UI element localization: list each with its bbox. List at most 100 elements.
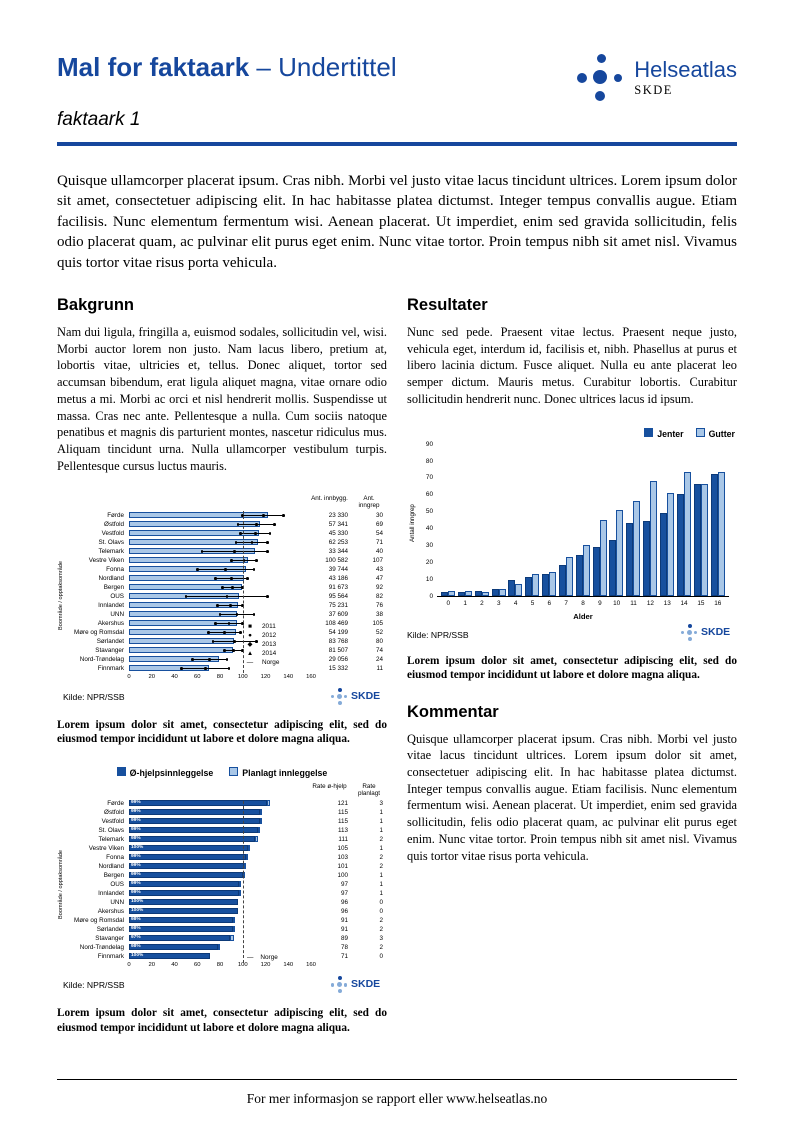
- chart-row: Stavanger 97% 89 3: [57, 934, 387, 943]
- region-label: Innlandet: [98, 602, 124, 610]
- year-marker: [266, 541, 270, 544]
- gutter-bar: [666, 492, 674, 596]
- region-label: OUS: [110, 593, 124, 601]
- heading-bakgrunn: Bakgrunn: [57, 295, 135, 314]
- source-row: Kilde: NPR/SSB SKDE: [57, 688, 387, 706]
- ohjelp-bar: [129, 953, 210, 959]
- kommentar-text: Quisque ullamcorper placerat ipsum. Cras…: [407, 731, 737, 863]
- year-marker: [203, 667, 207, 670]
- x-tick-label: 5: [530, 599, 535, 607]
- value-rate-planlagt: 2: [379, 836, 383, 844]
- value-inngrep: 52: [375, 629, 383, 637]
- region-label: Akershus: [97, 620, 124, 628]
- chart-row: Møre og Romsdal 54 199 52: [57, 628, 387, 637]
- year-marker: [233, 640, 237, 643]
- y-tick-label: 40: [425, 525, 433, 533]
- heading-resultater: Resultater: [407, 295, 488, 314]
- year-marker: [268, 532, 272, 535]
- region-label: Stavanger: [95, 935, 124, 943]
- y-tick-label: 30: [425, 541, 433, 549]
- year-marker: [191, 658, 194, 661]
- page-header: Mal for faktaark – Undertittel Helseatla…: [57, 52, 737, 146]
- ohjelp-bar: [129, 854, 247, 860]
- value-inngrep: 71: [375, 539, 383, 547]
- year-marker: [225, 658, 229, 661]
- region-label: Førde: [107, 512, 124, 520]
- norge-label: Norge: [260, 953, 278, 961]
- jenter-bar: [457, 592, 465, 596]
- bar-group: [626, 501, 641, 596]
- value-innbygg: 100 582: [325, 557, 348, 565]
- region-label: Finnmark: [97, 953, 124, 961]
- y-tick-label: 60: [425, 491, 433, 499]
- x-tick-label: 100: [237, 674, 248, 681]
- skde-logo-icon: SKDE: [329, 688, 387, 706]
- jenter-bar: [542, 573, 550, 596]
- legend-item: ◆ 2013: [245, 640, 279, 649]
- bar-group: [676, 472, 692, 596]
- year-marker: [200, 550, 204, 553]
- region-label: Sørlandet: [96, 638, 124, 646]
- value-rate-ohjelp: 121: [337, 800, 348, 808]
- jenter-bar: [592, 546, 600, 596]
- planlagt-bar: [217, 944, 220, 950]
- x-tick-label: 160: [306, 674, 316, 681]
- planlagt-bar: [230, 935, 234, 941]
- year-marker: [231, 586, 234, 589]
- y-tick-label: 20: [425, 558, 433, 566]
- chart-row: St. Olavs 62 253 71: [57, 538, 387, 547]
- chart-row: Østfold 57 341 69: [57, 520, 387, 529]
- value-rate-ohjelp: 97: [340, 890, 348, 898]
- chart-row: Bergen 91 673 92: [57, 583, 387, 592]
- legend-label: Gutter: [708, 428, 735, 439]
- legend-item: Ø-hjelpsinnleggelse: [116, 766, 213, 778]
- legend-marker-icon: ◆: [247, 641, 253, 649]
- bar-percent-label: 98%: [131, 925, 141, 931]
- value-rate-planlagt: 0: [379, 953, 383, 961]
- jenter-bar: [575, 555, 583, 596]
- rate-chart: Ant. innbygg. Ant. inngrep Førde 23 330 30 Øs…: [57, 495, 387, 706]
- chart-row: Fonna 39 744 43: [57, 565, 387, 574]
- year-marker: [214, 622, 217, 625]
- x-tick-label: 10: [613, 599, 621, 607]
- value-inngrep: 38: [375, 611, 383, 619]
- value-innbygg: 43 186: [328, 575, 348, 583]
- bar-percent-label: 99%: [131, 880, 141, 886]
- value-innbygg: 15 332: [328, 665, 348, 673]
- logo-subtext: SKDE: [634, 83, 673, 98]
- footer-rule: [57, 1078, 737, 1080]
- x-tick-label: 20: [148, 674, 156, 681]
- legend-label: Jenter: [657, 428, 684, 439]
- x-axis: 0 20 40 60 80 100 120 140 160: [57, 674, 387, 685]
- year-marker: [207, 631, 210, 634]
- region-label: Fonna: [106, 566, 124, 574]
- ohjelp-bar: [129, 899, 239, 905]
- x-tick-label: 4: [513, 599, 518, 607]
- rate-bar: [129, 548, 256, 554]
- rate-bar: [129, 638, 234, 644]
- year-marker: [266, 595, 270, 598]
- year-marker: [239, 532, 242, 535]
- region-label: Vestre Viken: [88, 845, 124, 853]
- bar-group: [575, 544, 591, 596]
- ohjelp-bar: [129, 863, 244, 869]
- bar-percent-label: 98%: [131, 835, 141, 841]
- gutter-bar: [650, 480, 658, 596]
- bar-group: [558, 556, 574, 596]
- gutter-bar: [515, 583, 523, 596]
- jenter-bar: [676, 494, 684, 596]
- bar-percent-label: 99%: [131, 799, 141, 805]
- legend-label: 2014: [262, 649, 277, 657]
- year-marker: [236, 523, 240, 526]
- page-title: Mal for faktaark – Undertittel: [57, 52, 397, 83]
- chart-row: Vestre Viken 100% 105 1: [57, 844, 387, 853]
- x-tick-label: 100: [237, 962, 248, 969]
- x-tick-label: 140: [283, 674, 294, 681]
- chart-admission-type-by-region: Ø-hjelpsinnleggelse Planlagt innleggelse R…: [57, 766, 387, 994]
- ohjelp-bar: [129, 944, 218, 950]
- norge-reference-line: [242, 800, 244, 963]
- year-marker: [241, 649, 245, 652]
- chart-row: St. Olavs 99% 113 1: [57, 826, 387, 835]
- page-footer: For mer informasjon se rapport eller www…: [57, 1078, 737, 1108]
- region-label: UNN: [110, 899, 124, 907]
